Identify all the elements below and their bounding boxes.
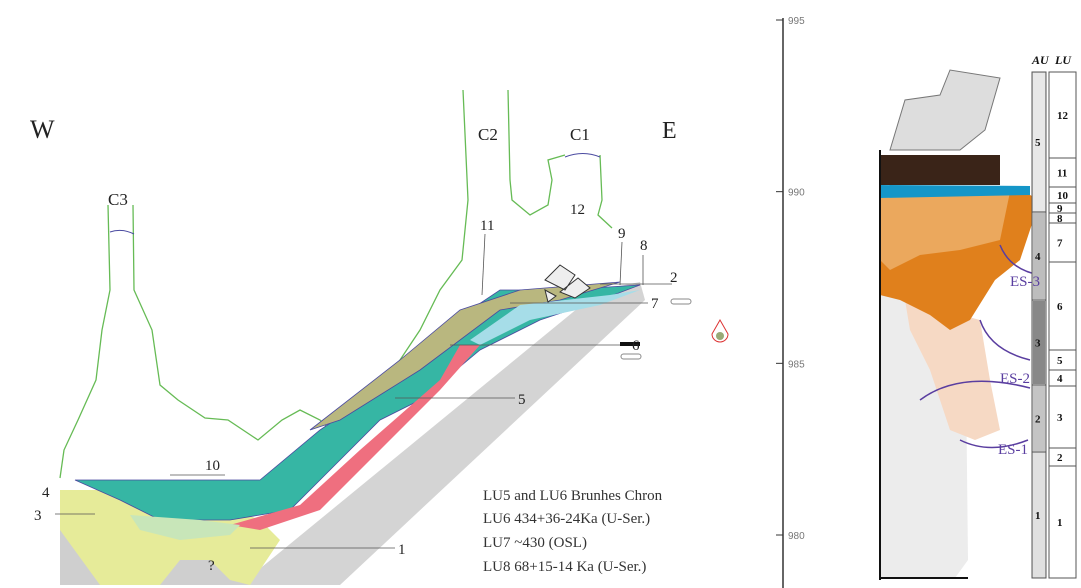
- column: [879, 69, 1077, 580]
- unit-label: 7: [651, 296, 659, 312]
- au-fill: [1033, 213, 1045, 299]
- lu-label: 5: [1057, 355, 1063, 367]
- cave-label: C3: [108, 190, 128, 209]
- lu-label: 3: [1057, 412, 1063, 424]
- unit-label: 3: [34, 508, 42, 524]
- unit-label: 5: [518, 392, 526, 408]
- unit-label: 4: [42, 485, 50, 501]
- lu-label: 2: [1057, 452, 1063, 464]
- au-fill: [1033, 386, 1045, 451]
- surface-label: ES-2: [1000, 371, 1030, 387]
- au-label: 3: [1035, 338, 1041, 350]
- note: LU7 ~430 (OSL): [483, 535, 587, 551]
- elevation-scale: 995 990 985 980: [776, 16, 805, 588]
- lu-label: 1: [1057, 517, 1063, 529]
- direction: E: [662, 118, 677, 144]
- lu-label: 9: [1057, 203, 1063, 215]
- unit-label: 9: [618, 226, 626, 242]
- ceiling: [109, 153, 601, 235]
- surface-label: ES-3: [1010, 274, 1040, 290]
- au-label: 5: [1035, 137, 1041, 149]
- au-fill: [1033, 73, 1045, 211]
- section-labels: W E C3 C2 C1 12 11 98 27 6 5 10 43 1?: [30, 115, 678, 574]
- layers: [60, 264, 645, 585]
- surfaces: ES-3 ES-2 ES-1: [998, 274, 1040, 458]
- tick-label: 990: [788, 188, 805, 199]
- tick-label: 995: [788, 16, 805, 27]
- note: LU6 434+36-24Ka (U-Ser.): [483, 511, 650, 527]
- note: LU8 68+15-14 Ka (U-Ser.): [483, 559, 646, 575]
- unit-label: 10: [205, 458, 220, 474]
- tick-label: 985: [788, 359, 805, 370]
- au-fill: [1033, 453, 1045, 577]
- lu-label: 12: [1057, 110, 1069, 122]
- au-fill: [1033, 301, 1045, 384]
- unit-label: 12: [570, 202, 585, 218]
- au-label: 4: [1035, 251, 1041, 263]
- cave-label: C1: [570, 125, 590, 144]
- au-label: 2: [1035, 414, 1041, 426]
- unit-label: 1: [398, 542, 406, 558]
- au-label: 1: [1035, 510, 1041, 522]
- note: LU5 and LU6 Brunhes Chron: [483, 488, 663, 504]
- lu-label: 10: [1057, 190, 1069, 202]
- unit-label: 6: [632, 338, 640, 354]
- notes: LU5 and LU6 Brunhes Chron LU6 434+36-24K…: [483, 488, 663, 575]
- cave-outline: [59, 89, 613, 479]
- lu-label: 6: [1057, 301, 1063, 313]
- surface-label: ES-1: [998, 442, 1028, 458]
- leader-lines: [55, 233, 672, 549]
- lu-label: 11: [1057, 168, 1067, 180]
- unit-label: 11: [480, 218, 494, 234]
- unit-label: ?: [208, 558, 215, 574]
- cave-label: C2: [478, 125, 498, 144]
- unit-label: 2: [670, 270, 678, 286]
- lu-label: 8: [1057, 213, 1063, 225]
- direction: W: [30, 115, 55, 144]
- lu-label: 7: [1057, 238, 1063, 250]
- tick-label: 980: [788, 531, 805, 542]
- icons: [620, 298, 729, 360]
- unit-label: 8: [640, 238, 648, 254]
- lu-label: 4: [1057, 373, 1063, 385]
- column-header: LU: [1054, 53, 1072, 67]
- column-header: AU: [1031, 53, 1050, 67]
